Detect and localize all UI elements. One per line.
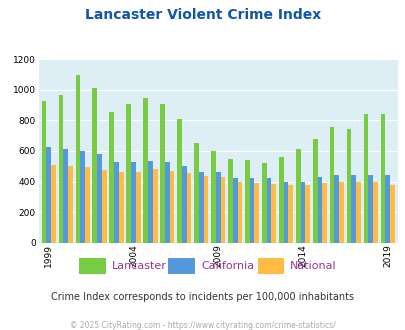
Bar: [136, 172, 140, 243]
Bar: [46, 147, 51, 243]
Bar: [203, 176, 208, 243]
Bar: [68, 166, 72, 243]
Bar: [322, 183, 326, 243]
Bar: [339, 182, 343, 243]
Bar: [97, 154, 102, 243]
Bar: [42, 101, 46, 243]
Bar: [278, 157, 283, 243]
Bar: [164, 162, 169, 243]
Bar: [63, 149, 68, 243]
Bar: [329, 126, 334, 243]
Text: California: California: [200, 261, 254, 271]
Bar: [312, 139, 317, 243]
Bar: [211, 151, 215, 243]
Bar: [131, 162, 136, 243]
Bar: [363, 114, 367, 243]
Bar: [367, 175, 372, 243]
Bar: [215, 172, 220, 243]
Bar: [317, 177, 322, 243]
Bar: [249, 178, 254, 243]
Bar: [228, 159, 232, 243]
Bar: [220, 177, 225, 243]
Bar: [237, 182, 242, 243]
Text: © 2025 CityRating.com - https://www.cityrating.com/crime-statistics/: © 2025 CityRating.com - https://www.city…: [70, 321, 335, 330]
Bar: [346, 129, 351, 243]
Bar: [143, 98, 148, 243]
Bar: [114, 162, 119, 243]
Bar: [271, 184, 275, 243]
Bar: [244, 160, 249, 243]
Text: Lancaster Violent Crime Index: Lancaster Violent Crime Index: [85, 8, 320, 22]
Bar: [266, 179, 271, 243]
Bar: [334, 175, 339, 243]
Bar: [51, 165, 56, 243]
Bar: [372, 182, 377, 243]
Bar: [181, 166, 186, 243]
Bar: [295, 149, 300, 243]
Bar: [92, 88, 97, 243]
Bar: [384, 176, 389, 243]
Bar: [288, 184, 292, 243]
Bar: [300, 182, 305, 243]
Bar: [283, 182, 288, 243]
Bar: [160, 104, 164, 243]
Bar: [351, 175, 355, 243]
Bar: [75, 75, 80, 243]
Bar: [109, 112, 114, 243]
Bar: [379, 114, 384, 243]
Text: Crime Index corresponds to incidents per 100,000 inhabitants: Crime Index corresponds to incidents per…: [51, 292, 354, 302]
Bar: [119, 172, 124, 243]
Bar: [355, 182, 360, 243]
Bar: [389, 184, 394, 243]
Bar: [177, 119, 181, 243]
Bar: [102, 170, 107, 243]
Bar: [58, 94, 63, 243]
Bar: [169, 171, 174, 243]
Bar: [305, 184, 309, 243]
Bar: [80, 151, 85, 243]
Bar: [232, 179, 237, 243]
Bar: [198, 172, 203, 243]
Bar: [194, 143, 198, 243]
Bar: [148, 161, 152, 243]
Bar: [85, 167, 90, 243]
Bar: [126, 104, 131, 243]
Bar: [152, 169, 157, 243]
Bar: [254, 183, 259, 243]
Bar: [261, 163, 266, 243]
Bar: [186, 173, 191, 243]
Text: Lancaster: Lancaster: [111, 261, 166, 271]
Text: National: National: [290, 261, 336, 271]
